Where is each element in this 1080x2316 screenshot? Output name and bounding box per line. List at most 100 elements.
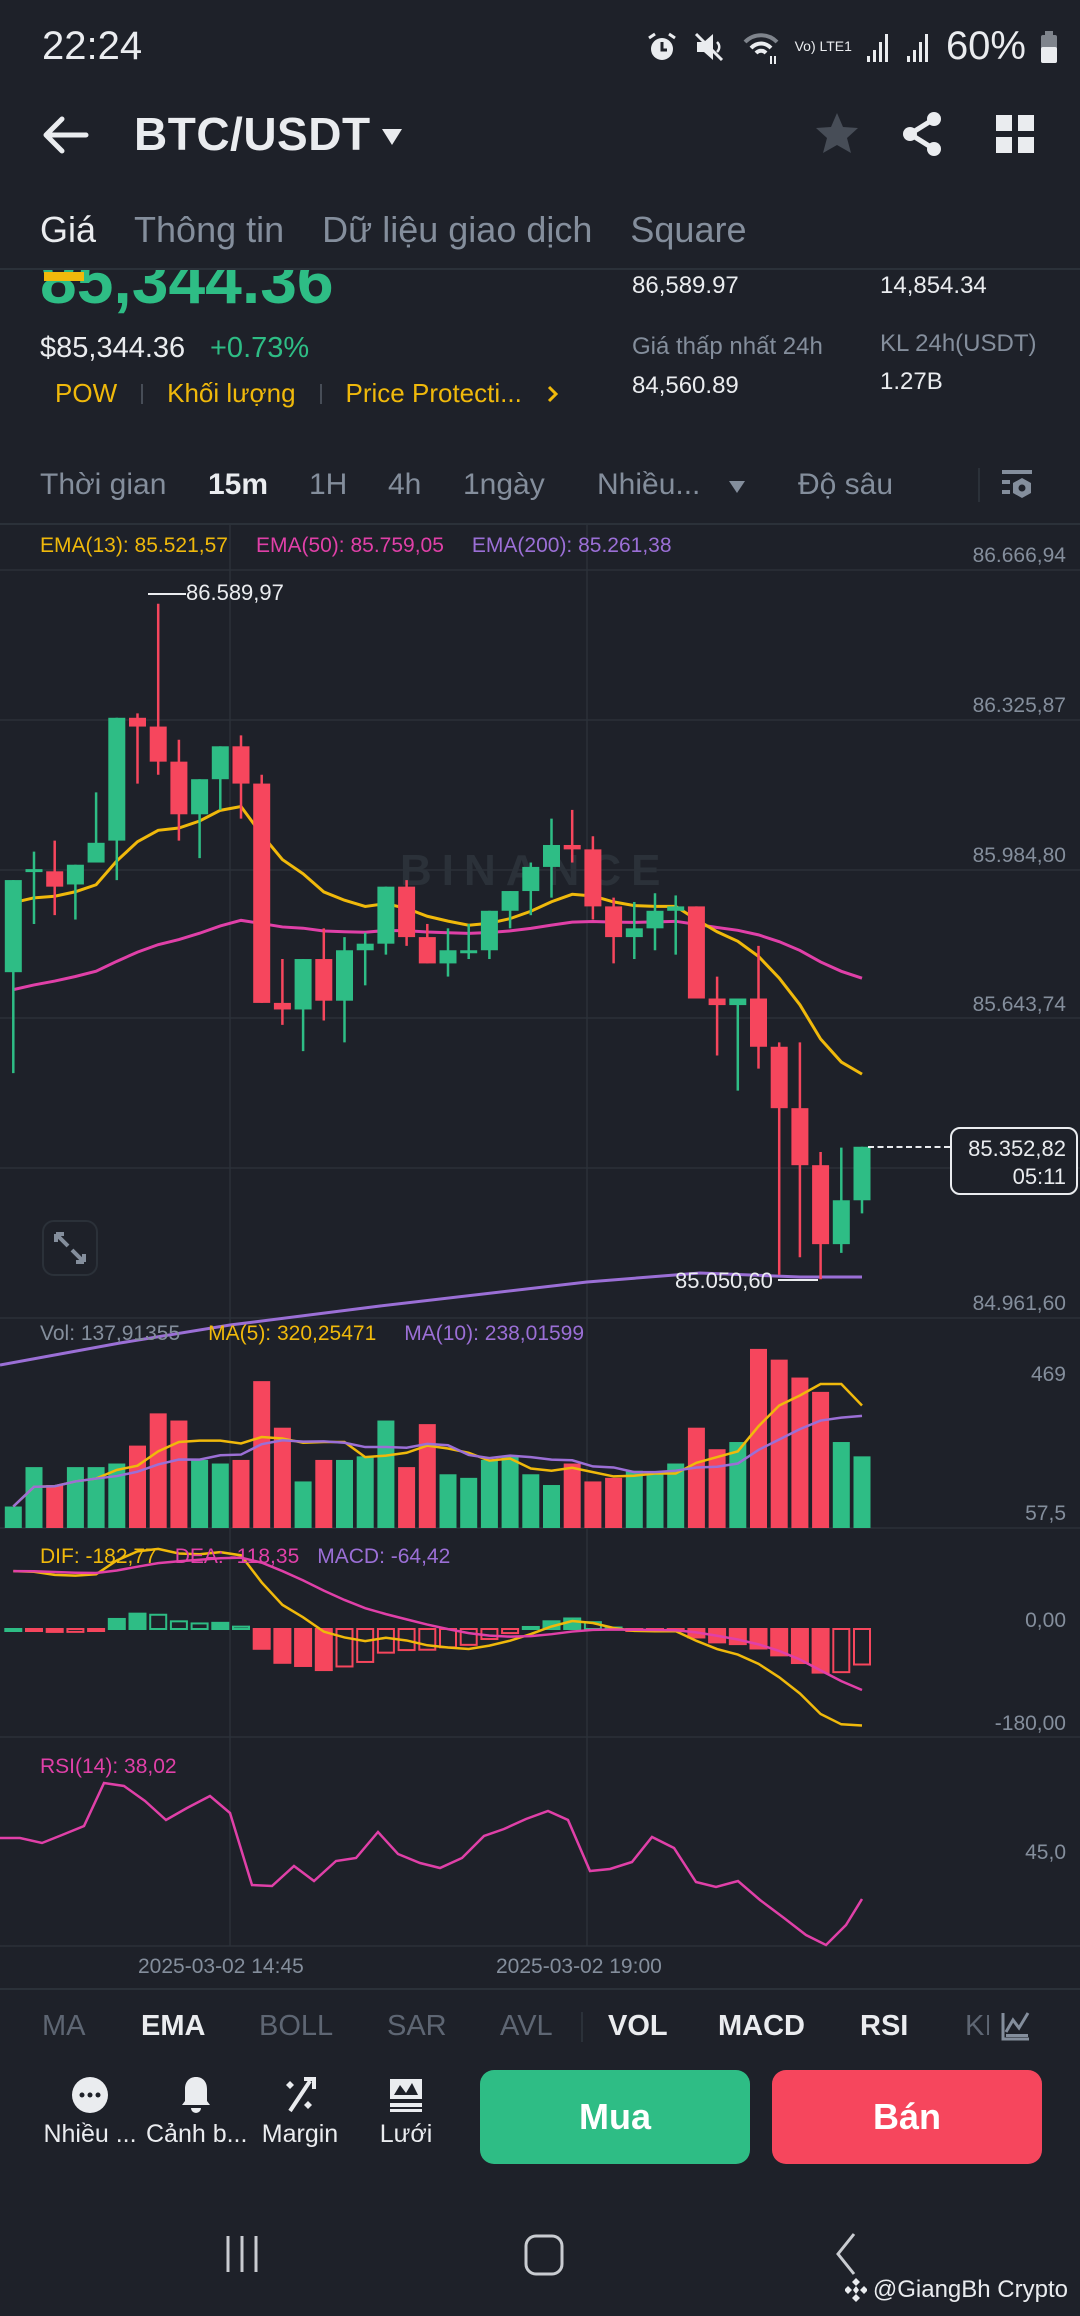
dea-legend: DEA: -118,35 (174, 1545, 300, 1568)
tab-square[interactable]: Square (630, 209, 747, 250)
indicator-settings-icon[interactable] (1000, 2010, 1032, 2042)
more-button[interactable]: Nhiều ... (40, 2075, 140, 2149)
divider (581, 2012, 583, 2042)
vol-usdt-label: KL 24h(USDT) (880, 330, 1037, 357)
vol-usdt-value: 1.27B (880, 368, 943, 395)
percent-icon (286, 2077, 316, 2113)
tab-info[interactable]: Thông tin (134, 209, 285, 250)
volume-axis-label: 57,5 (1025, 1502, 1066, 1525)
tag-list: POW Khối lượng Price Protecti... (55, 378, 560, 409)
system-nav-bar (0, 2200, 1080, 2316)
current-price-tag: 85.352,82 05:11 (950, 1127, 1078, 1195)
volume-axis-label: 469 (1030, 1363, 1066, 1386)
tag-pow[interactable]: POW (55, 378, 118, 408)
pair-selector[interactable]: BTC/USDT (134, 108, 371, 160)
candle-countdown: 05:11 (1012, 1164, 1066, 1189)
tf-15m[interactable]: 15m (208, 468, 269, 501)
dropdown-caret-icon[interactable] (380, 125, 404, 147)
alarm-icon (647, 32, 676, 60)
tag-volume[interactable]: Khối lượng (167, 378, 296, 408)
tab-price[interactable]: Giá (40, 209, 97, 250)
macd-legend: DIF: -182,77 DEA: -118,35 MACD: -64,42 (40, 1545, 450, 1569)
margin-label: Margin (261, 2120, 339, 2148)
alert-label: Cảnh b... (146, 2120, 248, 2148)
time-axis-label: 2025-03-02 19:00 (496, 1955, 662, 1978)
divider (0, 523, 1080, 525)
ind-tab-avl[interactable]: AVL (500, 2010, 553, 2042)
grid-icon[interactable] (990, 109, 1040, 159)
high-24h-value: 86,589.97 (632, 272, 739, 299)
ind-tab-sar[interactable]: SAR (387, 2010, 447, 2042)
volte-icon: Vo) LTE1 (794, 38, 852, 54)
low-marker-line (778, 1279, 818, 1281)
tag-separator (141, 383, 144, 404)
buy-button[interactable]: Mua (480, 2070, 750, 2164)
margin-button[interactable]: Margin (250, 2075, 350, 2149)
dif-legend: DIF: -182,77 (40, 1545, 157, 1568)
tf-4h[interactable]: 4h (388, 468, 422, 501)
tf-time[interactable]: Thời gian (40, 468, 167, 501)
ema200-legend: EMA(200): 85.261,38 (471, 534, 672, 557)
usd-price: $85,344.36 (40, 332, 186, 364)
tf-more[interactable]: Nhiều... (597, 468, 701, 501)
grid-label: Lưới (379, 2120, 433, 2148)
chevron-right-icon[interactable] (546, 384, 560, 404)
ema-legend: EMA(13): 85.521,57 EMA(50): 85.759,05 EM… (40, 534, 672, 558)
chart-canvas[interactable]: BINANCE (0, 525, 1080, 1965)
indicator-tabs: MA EMA BOLL SAR AVL VOL MACD RSI KI (0, 2010, 1080, 2060)
price-axis-label: 86.666,94 (972, 544, 1066, 567)
binance-logo-icon (844, 2278, 867, 2302)
vol-legend: Vol: 137,91355 (40, 1322, 181, 1345)
big-price-clip: 85,344.36 (0, 270, 1080, 315)
low-marker: 85.050,60 (675, 1268, 773, 1293)
low-24h-label: Giá thấp nhất 24h (632, 333, 823, 360)
ind-tab-boll[interactable]: BOLL (259, 2010, 334, 2042)
vol-btc-value: 14,854.34 (880, 272, 987, 299)
ema50-legend: EMA(50): 85.759,05 (255, 534, 444, 557)
fullscreen-button[interactable] (42, 1220, 98, 1276)
ma10-legend: MA(10): 238,01599 (404, 1322, 585, 1345)
price-axis-label: 85.984,80 (972, 844, 1066, 867)
divider (978, 468, 980, 502)
timeframe-bar: Thời gian 15m 1H 4h 1ngày Nhiều... Độ sâ… (0, 450, 1080, 525)
alert-button[interactable]: Cảnh b... (146, 2075, 248, 2149)
last-price: 85,344.36 (40, 270, 334, 315)
share-icon[interactable] (898, 109, 948, 159)
ind-tab-vol[interactable]: VOL (608, 2010, 668, 2042)
tf-1d[interactable]: 1ngày (463, 468, 545, 501)
ma5-legend: MA(5): 320,25471 (208, 1322, 377, 1345)
status-bar: 22:24 Vo) LTE1 60% (0, 0, 1080, 95)
signal-icon (906, 33, 928, 62)
ind-tab-macd[interactable]: MACD (718, 2010, 805, 2042)
more-icon (72, 2077, 108, 2113)
watermark: @GiangBh Crypto (844, 2276, 1068, 2304)
rsi-value-legend: RSI(14): 38,02 (40, 1755, 177, 1778)
app-header: BTC/USDT (0, 95, 1080, 175)
ind-tab-ma[interactable]: MA (42, 2010, 86, 2042)
tag-price-protection[interactable]: Price Protecti... (345, 378, 522, 408)
ind-tab-kdj[interactable]: KI (965, 2010, 989, 2042)
chart-settings-icon[interactable] (1000, 468, 1036, 504)
dropdown-caret-icon[interactable] (728, 480, 746, 494)
ind-tab-rsi[interactable]: RSI (860, 2010, 909, 2042)
tf-depth[interactable]: Độ sâu (798, 468, 894, 501)
price-change: +0.73% (210, 332, 310, 364)
star-icon[interactable] (812, 109, 862, 159)
current-price: 85.352,82 (968, 1136, 1066, 1161)
home-icon[interactable] (522, 2232, 566, 2276)
back-nav-icon[interactable] (830, 2230, 860, 2278)
ind-tab-ema[interactable]: EMA (141, 2010, 206, 2042)
grid-trading-button[interactable]: Lưới (356, 2075, 456, 2149)
recent-apps-icon[interactable] (220, 2232, 264, 2276)
tf-1h[interactable]: 1H (309, 468, 348, 501)
current-price-line (868, 1146, 950, 1148)
divider (0, 1988, 1080, 1990)
back-arrow-icon[interactable] (40, 113, 90, 157)
price-marker (44, 272, 84, 281)
tab-trading-data[interactable]: Dữ liệu giao dịch (322, 209, 593, 250)
rsi-legend: RSI(14): 38,02 (40, 1755, 177, 1779)
high-marker-line (148, 593, 186, 595)
page-tabs: Giá Thông tin Dữ liệu giao dịch Square (0, 195, 1080, 265)
more-label: Nhiều ... (43, 2120, 137, 2148)
sell-button[interactable]: Bán (772, 2070, 1042, 2164)
